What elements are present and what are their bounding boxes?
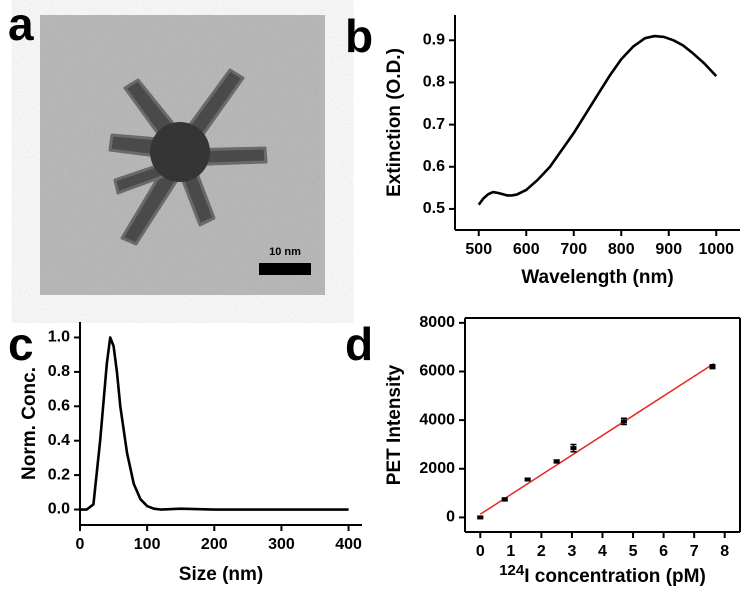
x-tick-label: 7 [690,543,699,560]
y-tick-label: 0.7 [423,116,445,133]
y-tick-label: 0.5 [423,200,445,217]
x-axis-title: Wavelength (nm) [521,267,673,288]
data-point [553,459,560,464]
panel-label: a [8,0,34,50]
data-line [80,336,349,511]
x-tick-label: 200 [201,536,228,553]
tem-image: 10 nm a [8,0,325,295]
y-tick-label: 0 [446,509,455,526]
y-tick-label: 8000 [419,314,455,331]
panel-label: c [8,318,34,370]
data-point [709,364,716,369]
data-point [620,419,627,424]
x-axis-title: Size (nm) [179,564,263,585]
scale-bar-label: 10 nm [269,246,301,258]
x-tick-label: 0 [476,543,485,560]
data-point [477,515,484,520]
x-axis-title: 124I concentration (pM) [499,562,706,587]
panel-label: b [345,10,373,62]
x-tick-label: 1 [506,543,515,560]
y-tick-label: 0.0 [48,501,70,518]
x-tick-label: 2 [537,543,546,560]
data-line [477,34,718,206]
panel-label: d [345,318,373,370]
data-point [501,497,508,502]
x-tick-label: 100 [134,536,161,553]
fit-line [479,362,715,515]
y-tick-label: 2000 [419,460,455,477]
x-tick-label: 8 [720,543,729,560]
x-axis-title-text: I concentration (pM) [524,566,706,587]
data-point [570,446,577,451]
x-tick-label: 6 [659,543,668,560]
y-axis-title: PET Intensity [384,364,405,485]
y-tick-label: 0.6 [48,398,70,415]
x-tick-label: 900 [655,241,682,258]
y-tick-label: 0.2 [48,466,70,483]
x-tick-label: 1000 [698,241,734,258]
x-tick-label: 300 [268,536,295,553]
y-tick-label: 0.6 [423,158,445,175]
y-tick-label: 0.8 [423,74,445,91]
y-axis-title: Norm. Conc. [19,367,40,480]
y-tick-label: 0.4 [48,432,70,449]
x-axis-title-superscript: 124 [499,562,525,579]
y-tick-label: 4000 [419,411,455,428]
y-tick-label: 1.0 [48,329,70,346]
x-tick-label: 400 [335,536,362,553]
x-tick-label: 0 [76,536,85,553]
x-tick-label: 500 [465,241,492,258]
data-point [524,477,531,482]
x-tick-label: 4 [598,543,607,560]
y-tick-label: 0.8 [48,363,70,380]
x-tick-label: 3 [567,543,576,560]
x-tick-label: 700 [560,241,587,258]
x-tick-label: 600 [513,241,540,258]
y-axis-title: Extinction (O.D.) [384,48,405,197]
x-tick-label: 5 [629,543,638,560]
y-tick-label: 0.9 [423,32,445,49]
y-tick-label: 6000 [419,363,455,380]
x-tick-label: 800 [608,241,635,258]
